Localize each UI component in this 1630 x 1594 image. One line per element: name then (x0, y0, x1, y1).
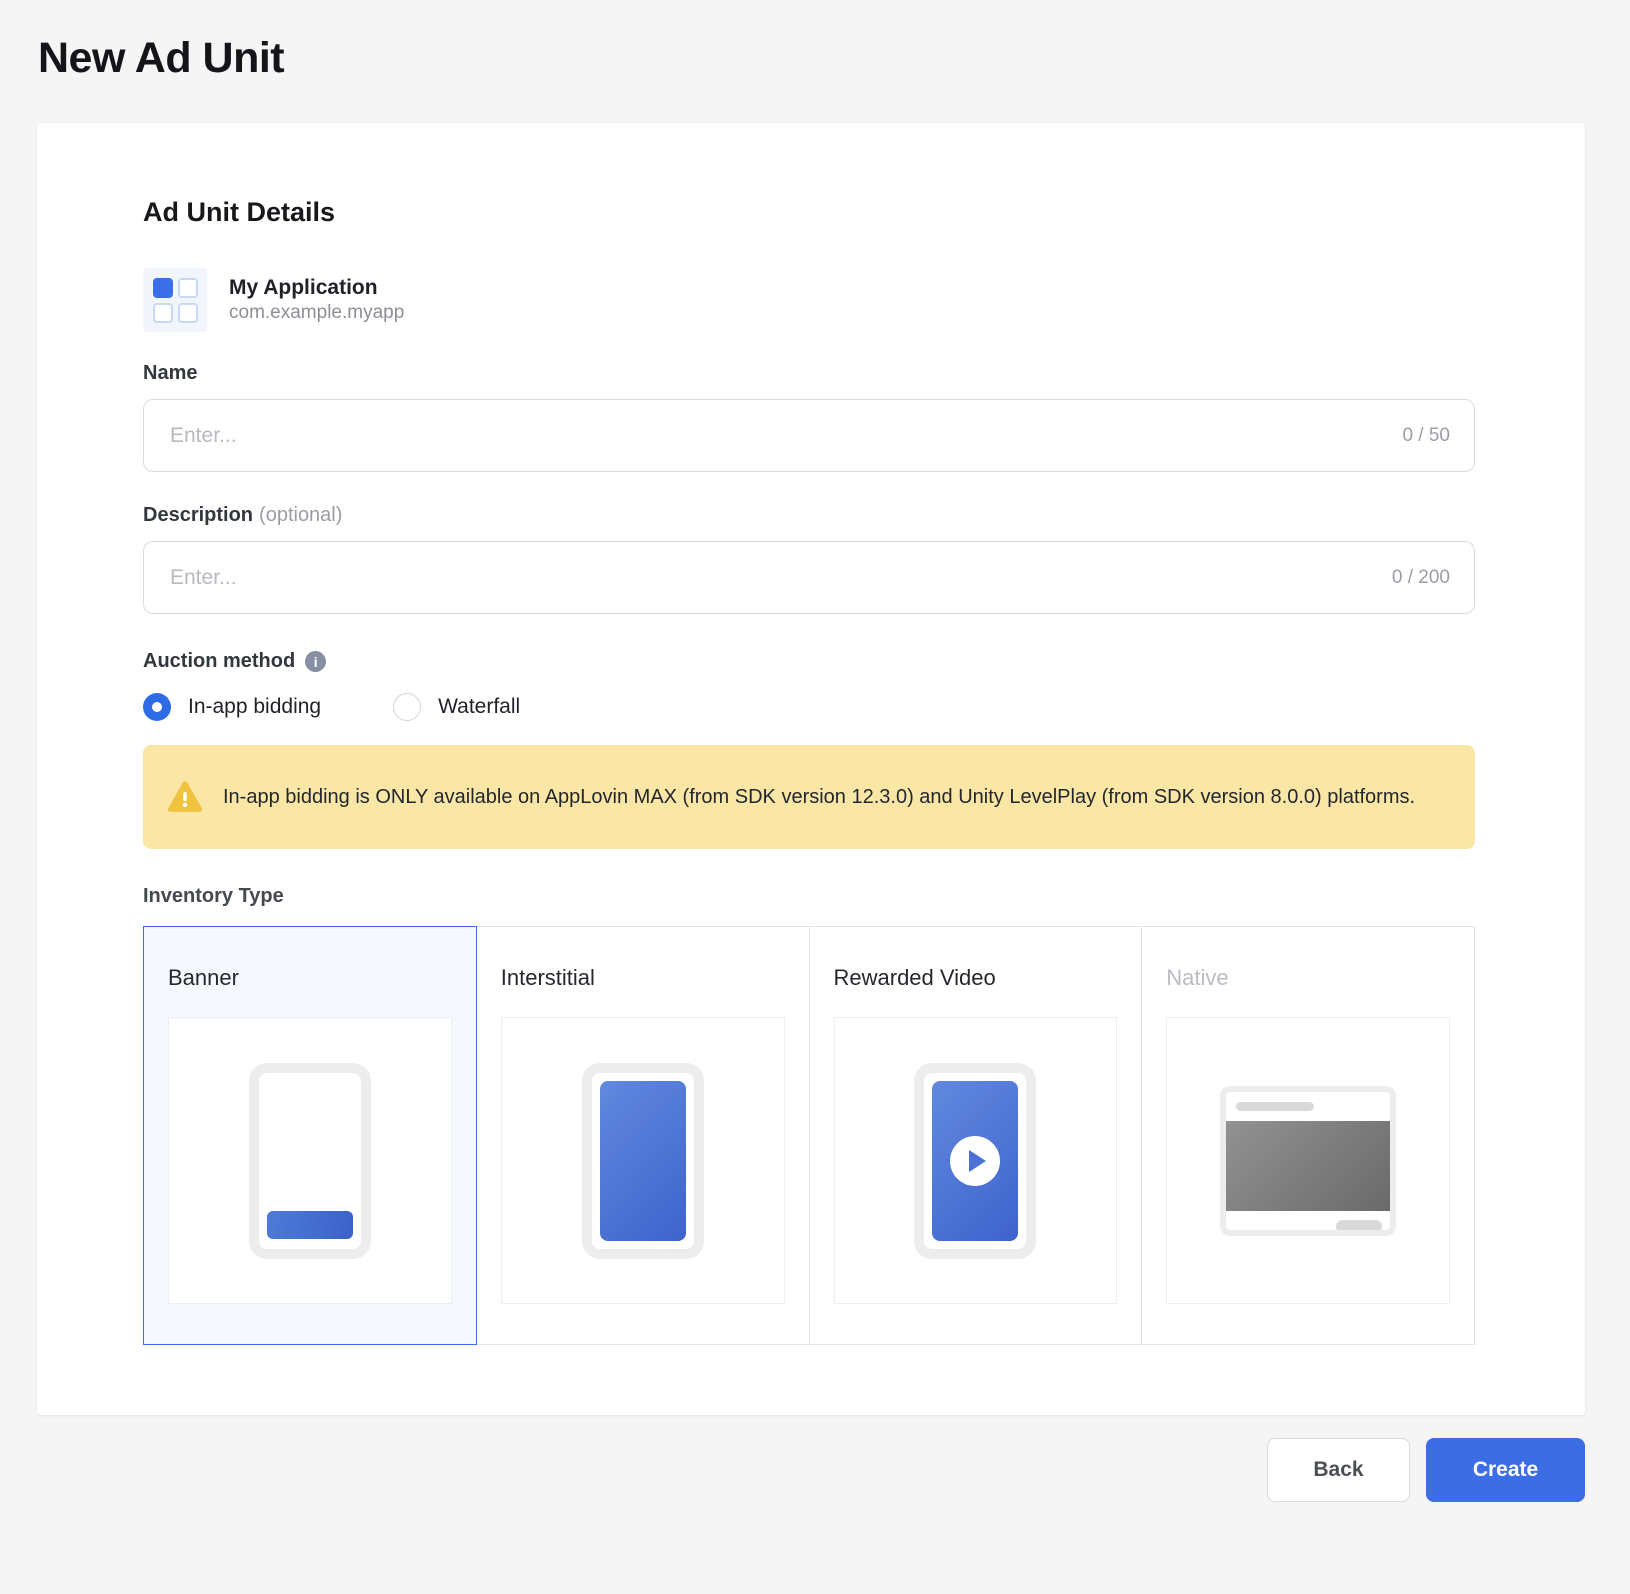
rewarded-video-ad-illustration (914, 1062, 1037, 1259)
inventory-type-options: Banner Interstitial Rewarded Video (143, 926, 1475, 1345)
description-optional-hint: (optional) (259, 504, 343, 526)
inventory-card-interstitial[interactable]: Interstitial (475, 926, 810, 1345)
description-input[interactable] (168, 564, 1376, 591)
page-title: New Ad Unit (38, 34, 285, 82)
name-input[interactable] (168, 422, 1387, 449)
radio-button-icon[interactable] (393, 693, 422, 721)
play-icon (950, 1135, 1001, 1186)
auction-method-label: Auction method (143, 650, 296, 672)
description-input-box: 0 / 200 (143, 541, 1475, 614)
app-package: com.example.myapp (229, 302, 405, 324)
name-label: Name (143, 362, 198, 384)
app-icon (143, 268, 207, 332)
inventory-card-banner[interactable]: Banner (143, 926, 477, 1345)
radio-button-icon[interactable] (143, 693, 171, 721)
interstitial-ad-illustration (581, 1062, 704, 1259)
app-summary: My Application com.example.myapp (143, 268, 1475, 332)
warning-text: In-app bidding is ONLY available on AppL… (223, 786, 1416, 808)
inventory-type-label: Inventory Type (143, 885, 284, 907)
section-title: Ad Unit Details (143, 197, 336, 227)
name-char-counter: 0 / 50 (1402, 424, 1450, 446)
inventory-card-native: Native (1141, 926, 1475, 1345)
back-button[interactable]: Back (1267, 1438, 1410, 1502)
description-label: Description (optional) (143, 504, 343, 526)
native-ad-illustration (1220, 1085, 1397, 1236)
info-icon[interactable]: i (305, 651, 327, 672)
warning-triangle-icon (167, 781, 203, 812)
radio-in-app-bidding[interactable]: In-app bidding (143, 693, 321, 721)
name-input-box: 0 / 50 (143, 399, 1475, 472)
radio-waterfall[interactable]: Waterfall (393, 693, 520, 721)
inventory-card-rewarded-video[interactable]: Rewarded Video (808, 926, 1143, 1345)
footer-actions: Back Create (0, 1438, 1585, 1502)
ad-unit-form-card: Ad Unit Details My Application com.examp… (37, 123, 1585, 1415)
banner-ad-illustration (248, 1062, 371, 1259)
create-button[interactable]: Create (1426, 1438, 1585, 1502)
in-app-bidding-warning-banner: In-app bidding is ONLY available on AppL… (143, 745, 1475, 849)
description-char-counter: 0 / 200 (1391, 566, 1450, 588)
app-name: My Application (229, 276, 378, 299)
auction-method-options: In-app bidding Waterfall (143, 693, 1475, 721)
